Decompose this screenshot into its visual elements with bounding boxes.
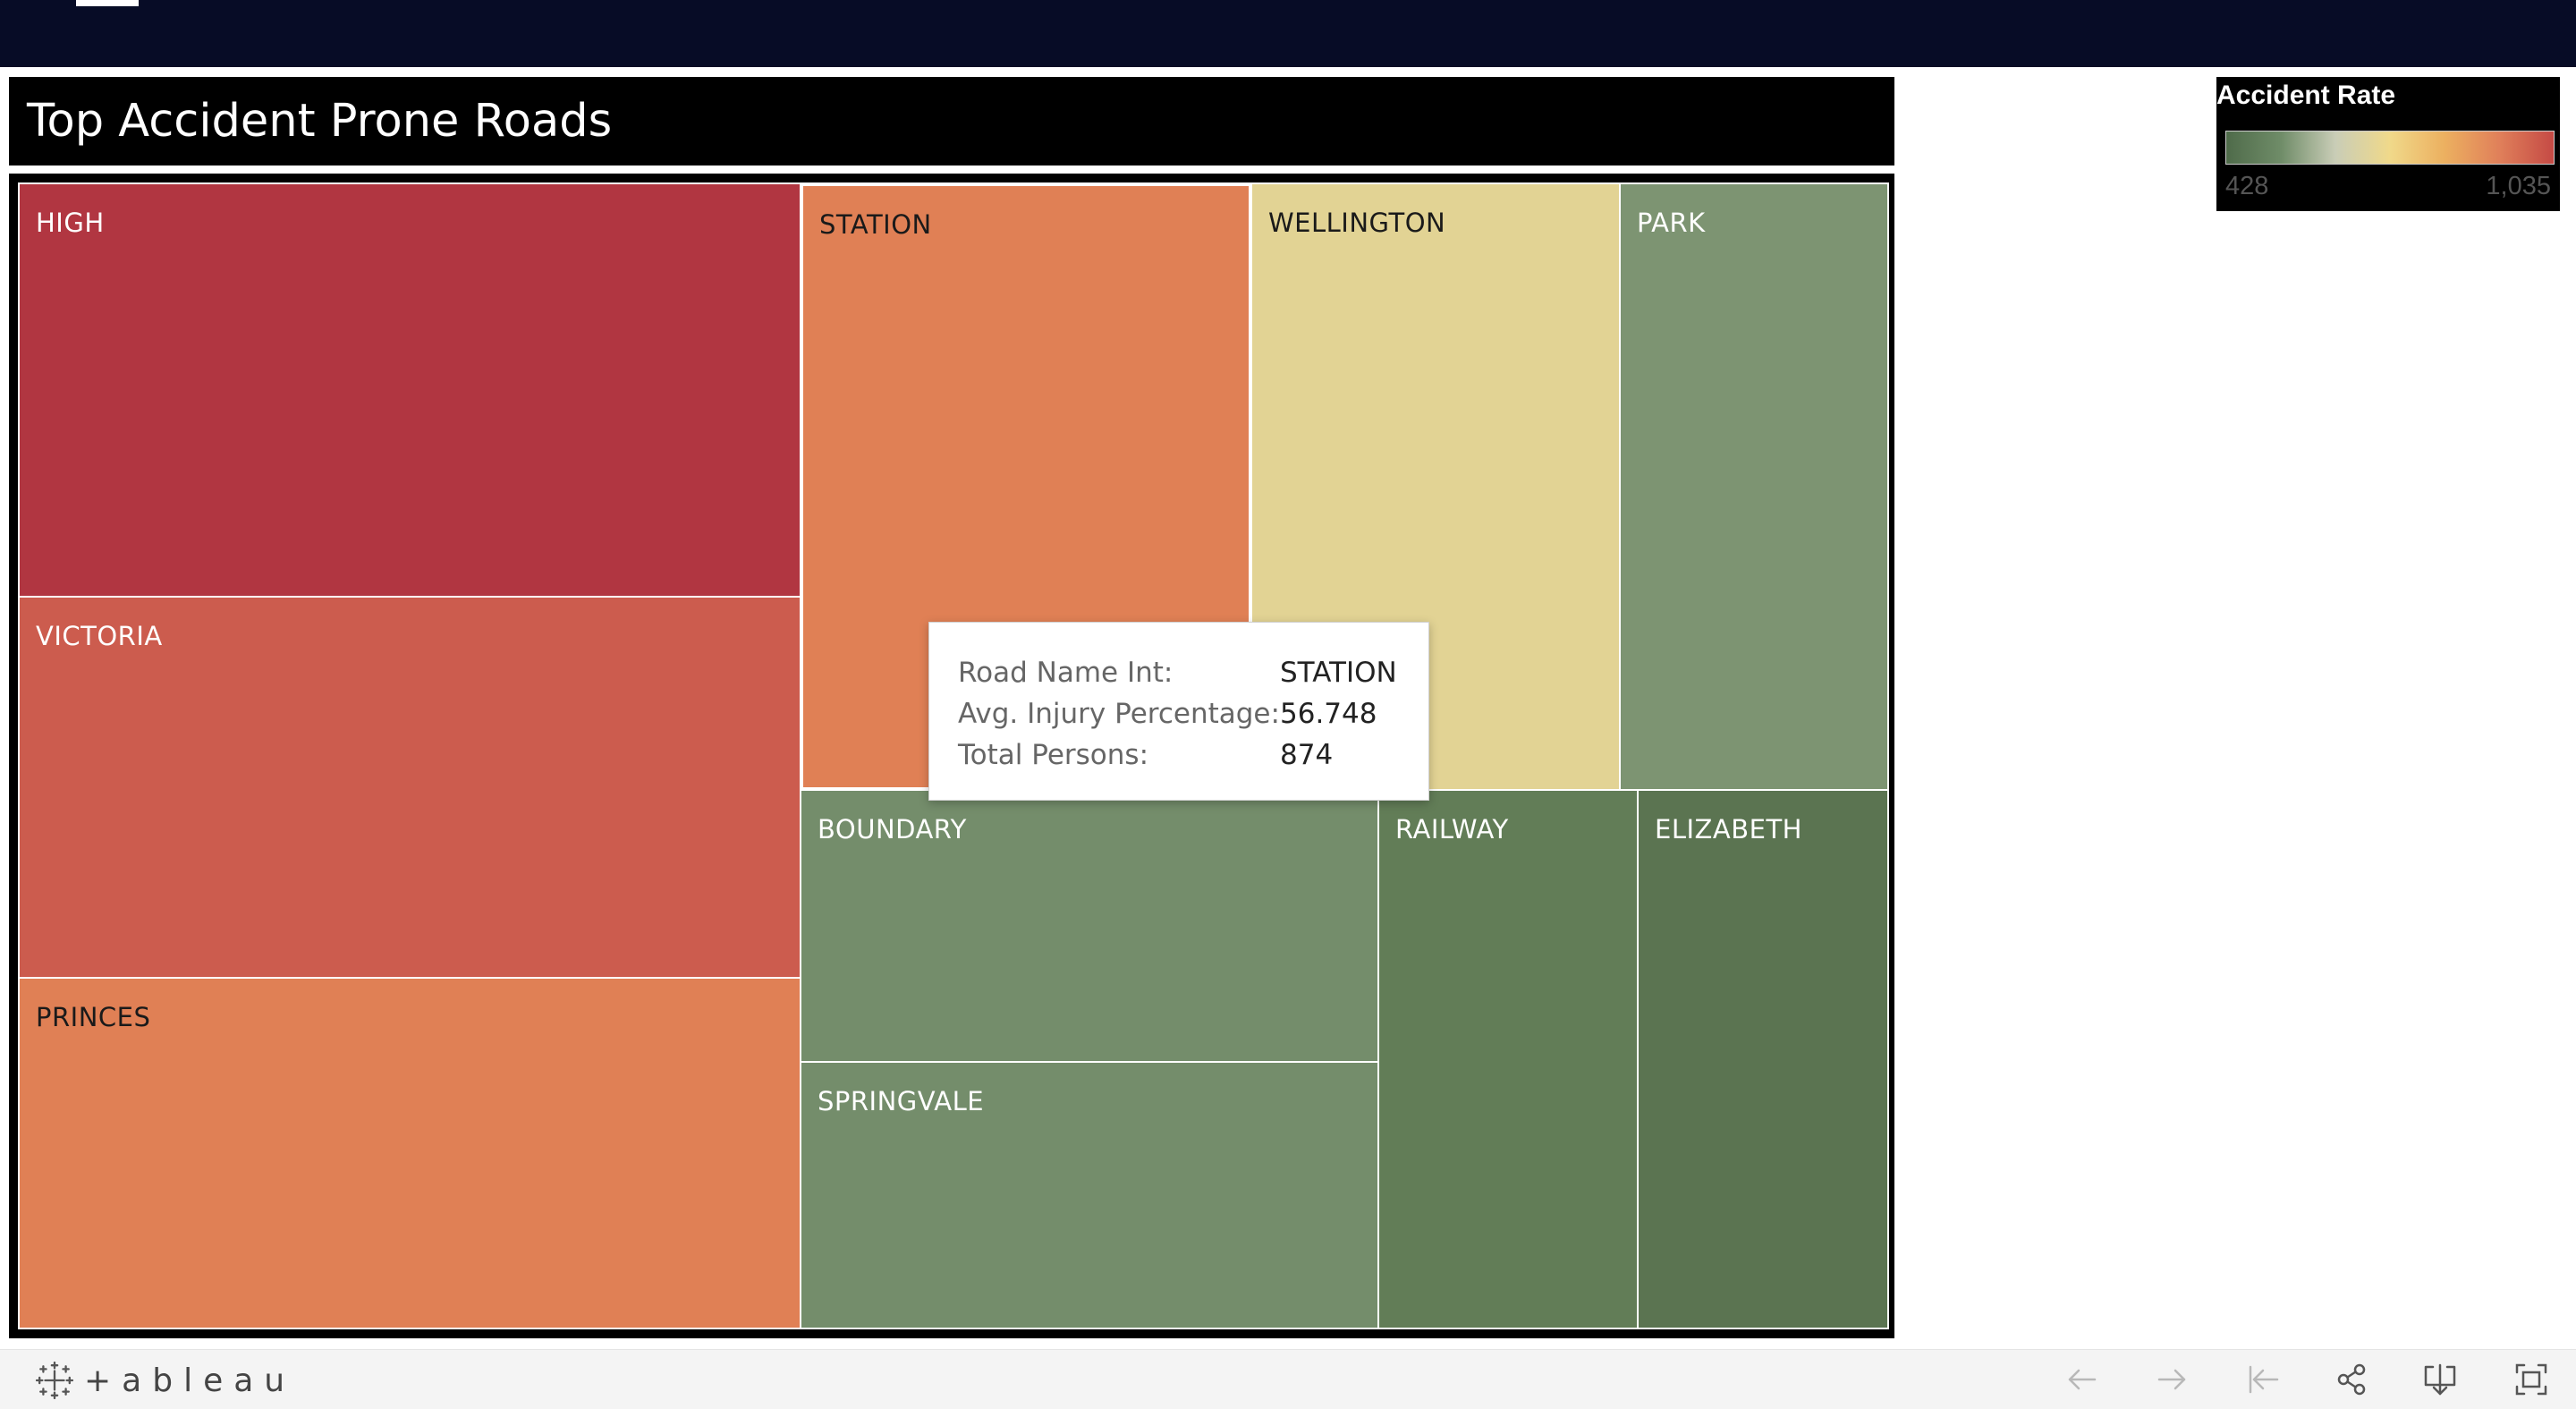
tile-label: WELLINGTON (1268, 208, 1446, 238)
tooltip-value: 874 (1280, 739, 1334, 771)
tooltip-value: 56.748 (1280, 698, 1377, 730)
tooltip-key: Road Name Int: (958, 657, 1174, 689)
top-navigation-bar (0, 0, 2576, 67)
treemap-tile-high[interactable]: HIGH (18, 182, 801, 598)
header-logo-fragment (76, 0, 139, 6)
tooltip-key: Total Persons: (958, 739, 1149, 771)
legend-gradient-bar (2225, 131, 2555, 165)
tile-label: SPRINGVALE (818, 1086, 985, 1116)
tableau-toolbar: +ableau (0, 1349, 2576, 1409)
fullscreen-button[interactable] (2510, 1359, 2553, 1400)
share-icon (2337, 1363, 2366, 1396)
tile-label: PARK (1637, 208, 1706, 238)
color-legend[interactable]: Accident Rate 428 1,035 (2216, 77, 2560, 211)
tooltip-key: Avg. Injury Percentage: (958, 698, 1280, 730)
download-button[interactable] (2419, 1359, 2462, 1400)
legend-min-label: 428 (2225, 172, 2269, 200)
tile-label: PRINCES (36, 1002, 151, 1032)
redo-button[interactable] (2150, 1359, 2193, 1400)
treemap-tile-elizabeth[interactable]: ELIZABETH (1637, 789, 1889, 1329)
tableau-logo-icon (36, 1362, 73, 1399)
undo-button[interactable] (2061, 1359, 2104, 1400)
tile-label: RAILWAY (1395, 814, 1509, 845)
treemap-tile-boundary[interactable]: BOUNDARY (800, 789, 1379, 1063)
treemap-tile-princes[interactable]: PRINCES (18, 977, 801, 1329)
redo-icon (2157, 1369, 2186, 1390)
treemap-tile-railway[interactable]: RAILWAY (1377, 789, 1639, 1329)
hover-tooltip: Road Name Int: STATION Avg. Injury Perce… (928, 622, 1429, 801)
legend-title: Accident Rate (2216, 81, 2396, 110)
treemap-frame: HIGH VICTORIA PRINCES STATION WELLINGTON… (9, 174, 1894, 1338)
download-icon (2424, 1363, 2456, 1396)
undo-icon (2068, 1369, 2097, 1390)
treemap-tile-victoria[interactable]: VICTORIA (18, 596, 801, 979)
tile-label: STATION (819, 209, 932, 240)
treemap-tile-springvale[interactable]: SPRINGVALE (800, 1061, 1379, 1329)
tableau-logo[interactable]: +ableau (36, 1362, 296, 1399)
tile-label: BOUNDARY (818, 814, 967, 845)
revert-icon (2249, 1365, 2279, 1394)
fullscreen-icon (2515, 1363, 2547, 1396)
dashboard-title-bar: Top Accident Prone Roads (9, 77, 1894, 166)
dashboard-title: Top Accident Prone Roads (27, 95, 613, 148)
share-button[interactable] (2331, 1359, 2374, 1400)
tableau-wordmark: +ableau (84, 1362, 296, 1399)
revert-button[interactable] (2241, 1359, 2284, 1400)
tile-label: VICTORIA (36, 621, 163, 651)
legend-max-label: 1,035 (2486, 172, 2551, 200)
treemap-tile-park[interactable]: PARK (1619, 182, 1889, 791)
tile-label: ELIZABETH (1655, 814, 1802, 845)
tile-label: HIGH (36, 208, 105, 238)
tooltip-value: STATION (1280, 657, 1397, 689)
